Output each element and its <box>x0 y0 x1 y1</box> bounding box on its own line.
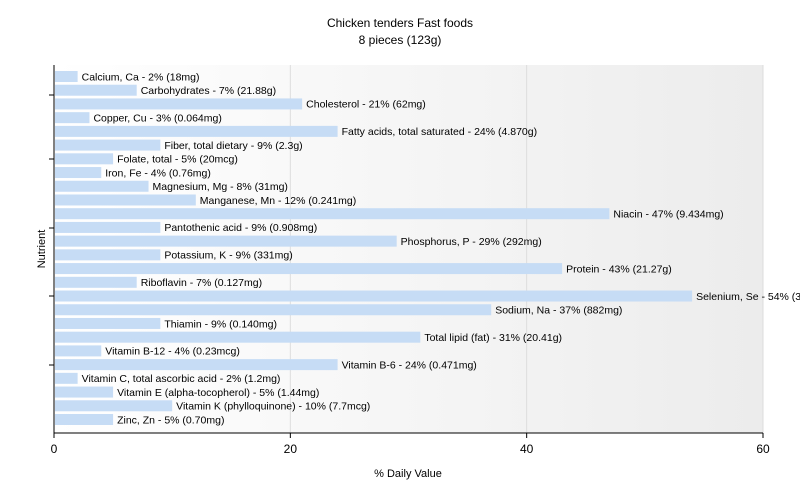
bar <box>55 98 303 110</box>
bar <box>55 290 693 302</box>
data-label: Carbohydrates - 7% (21.88g) <box>141 85 276 97</box>
bar <box>55 139 161 151</box>
data-label: Total lipid (fat) - 31% (20.41g) <box>424 332 562 344</box>
bar <box>55 359 338 371</box>
x-tick-label: 60 <box>756 442 770 456</box>
data-label: Potassium, K - 9% (331mg) <box>164 250 292 262</box>
bar <box>55 263 563 275</box>
bar <box>55 386 114 398</box>
bar <box>55 221 161 233</box>
data-label: Fiber, total dietary - 9% (2.3g) <box>164 140 302 152</box>
data-label: Phosphorus, P - 29% (292mg) <box>401 236 542 248</box>
bar <box>55 125 338 137</box>
bar <box>55 304 492 316</box>
data-label: Vitamin C, total ascorbic acid - 2% (1.2… <box>82 373 281 385</box>
data-label: Pantothenic acid - 9% (0.908mg) <box>164 222 317 234</box>
data-label: Calcium, Ca - 2% (18mg) <box>82 71 200 83</box>
data-label: Niacin - 47% (9.434mg) <box>613 209 723 221</box>
bar <box>55 71 78 82</box>
bar <box>55 345 102 357</box>
data-label: Vitamin B-12 - 4% (0.23mcg) <box>105 346 240 358</box>
data-label: Folate, total - 5% (20mcg) <box>117 154 238 166</box>
bar <box>55 194 196 206</box>
bar <box>55 331 421 343</box>
data-label: Copper, Cu - 3% (0.064mg) <box>93 112 221 124</box>
bar <box>55 208 610 220</box>
bar <box>55 167 102 179</box>
x-tick-label: 20 <box>284 442 298 456</box>
data-label: Vitamin B-6 - 24% (0.471mg) <box>342 359 477 371</box>
data-label: Vitamin E (alpha-tocopherol) - 5% (1.44m… <box>117 387 319 399</box>
data-label: Zinc, Zn - 5% (0.70mg) <box>117 414 224 426</box>
x-axis-label: % Daily Value <box>374 468 442 480</box>
data-label: Riboflavin - 7% (0.127mg) <box>141 277 262 289</box>
data-label: Selenium, Se - 54% (38.0mcg) <box>696 291 800 303</box>
bar <box>55 317 161 329</box>
bar <box>55 84 137 96</box>
x-tick-label: 40 <box>520 442 534 456</box>
data-label: Sodium, Na - 37% (882mg) <box>495 305 622 317</box>
axes <box>49 65 763 434</box>
bar <box>55 414 114 425</box>
bar <box>55 112 90 124</box>
x-tick-labels: 0 20 40 60 <box>51 433 770 456</box>
x-tick-label: 0 <box>51 442 58 456</box>
bar <box>55 235 397 247</box>
data-label: Protein - 43% (21.27g) <box>566 263 672 275</box>
data-label: Cholesterol - 21% (62mg) <box>306 99 426 111</box>
data-label: Iron, Fe - 4% (0.76mg) <box>105 167 211 179</box>
bar <box>55 153 114 165</box>
chart-title: Chicken tenders Fast foods <box>327 16 473 30</box>
y-axis-label: Nutrient <box>36 230 48 269</box>
data-label: Magnesium, Mg - 8% (31mg) <box>153 181 288 193</box>
bar <box>55 276 137 288</box>
chart-subtitle: 8 pieces (123g) <box>359 33 442 47</box>
bar <box>55 249 161 261</box>
data-label: Manganese, Mn - 12% (0.241mg) <box>200 195 356 207</box>
bar <box>55 180 149 192</box>
data-label: Vitamin K (phylloquinone) - 10% (7.7mcg) <box>176 401 370 413</box>
bar <box>55 400 173 412</box>
bars: Calcium, Ca - 2% (18mg) Carbohydrates - 7… <box>55 71 800 426</box>
data-label: Fatty acids, total saturated - 24% (4.87… <box>342 126 538 138</box>
data-label: Thiamin - 9% (0.140mg) <box>164 318 277 330</box>
bar <box>55 372 78 384</box>
